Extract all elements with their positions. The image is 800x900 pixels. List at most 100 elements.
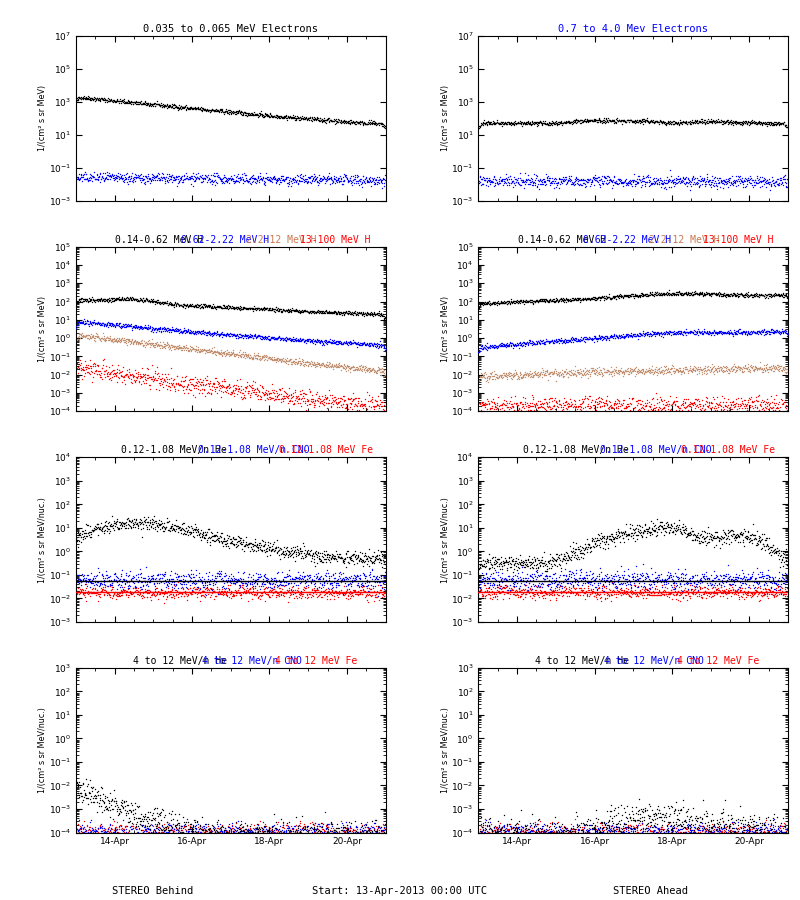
Point: [695, 819, 708, 833]
Point: [167, 572, 180, 586]
Point: [554, 547, 567, 562]
Point: [502, 580, 515, 595]
Point: [672, 824, 685, 838]
Point: [266, 330, 279, 345]
Point: [747, 574, 760, 589]
Point: [685, 521, 698, 535]
Point: [160, 814, 173, 829]
Point: [70, 298, 82, 312]
Point: [278, 392, 290, 406]
Point: [670, 287, 683, 302]
Point: [300, 304, 313, 319]
Point: [86, 315, 99, 329]
Point: [575, 177, 588, 192]
Point: [709, 361, 722, 375]
Point: [492, 552, 505, 566]
Point: [537, 832, 550, 846]
Point: [485, 117, 498, 131]
Point: [322, 830, 335, 844]
Point: [158, 99, 170, 113]
Point: [156, 171, 169, 185]
Point: [188, 379, 201, 393]
Point: [362, 388, 375, 402]
Point: [507, 579, 520, 593]
Point: [570, 553, 583, 567]
Point: [530, 337, 543, 351]
Point: [104, 803, 117, 817]
Point: [345, 336, 358, 350]
Point: [106, 168, 118, 183]
Point: [738, 827, 751, 842]
Point: [205, 327, 218, 341]
Point: [554, 398, 567, 412]
Point: [591, 587, 604, 601]
Point: [118, 173, 130, 187]
Point: [535, 821, 548, 835]
Point: [539, 166, 552, 181]
Point: [162, 573, 175, 588]
Point: [342, 823, 354, 837]
Point: [497, 294, 510, 309]
Point: [114, 580, 126, 594]
Point: [266, 820, 278, 834]
Point: [674, 175, 687, 189]
Point: [248, 588, 261, 602]
Point: [345, 577, 358, 591]
Point: [645, 286, 658, 301]
Point: [318, 111, 330, 125]
Point: [498, 558, 510, 572]
Point: [660, 362, 673, 376]
Point: [475, 396, 488, 410]
Point: [674, 526, 687, 540]
Point: [718, 584, 731, 598]
Point: [80, 316, 93, 330]
Point: [376, 181, 389, 195]
Point: [113, 573, 126, 588]
Point: [216, 827, 229, 842]
Point: [354, 822, 366, 836]
Point: [615, 813, 628, 827]
Point: [578, 572, 591, 587]
Point: [540, 825, 553, 840]
Point: [369, 338, 382, 352]
Point: [106, 291, 118, 305]
Point: [106, 167, 119, 182]
Point: [262, 589, 274, 603]
Point: [284, 586, 297, 600]
Point: [234, 824, 247, 839]
Point: [291, 356, 304, 371]
Point: [507, 338, 520, 353]
Point: [645, 577, 658, 591]
Point: [641, 816, 654, 831]
Point: [630, 328, 643, 342]
Point: [319, 818, 332, 832]
Point: [641, 286, 654, 301]
Point: [79, 825, 92, 840]
Point: [556, 402, 569, 417]
Point: [617, 393, 630, 408]
Point: [775, 825, 788, 840]
Point: [327, 823, 340, 837]
Point: [729, 327, 742, 341]
Point: [482, 571, 494, 585]
Point: [338, 173, 351, 187]
Point: [341, 305, 354, 320]
Point: [707, 400, 720, 415]
Point: [523, 364, 536, 378]
Point: [694, 402, 707, 417]
Point: [610, 329, 623, 344]
Point: [494, 339, 507, 354]
Point: [612, 330, 625, 345]
Point: [628, 820, 641, 834]
Point: [187, 570, 200, 584]
Point: [482, 178, 494, 193]
Point: [331, 173, 344, 187]
Point: [77, 524, 90, 538]
Point: [263, 332, 276, 347]
Point: [171, 168, 184, 183]
Point: [368, 830, 381, 844]
Point: [730, 178, 742, 193]
Point: [670, 325, 682, 339]
Point: [156, 567, 169, 581]
Point: [486, 824, 498, 839]
